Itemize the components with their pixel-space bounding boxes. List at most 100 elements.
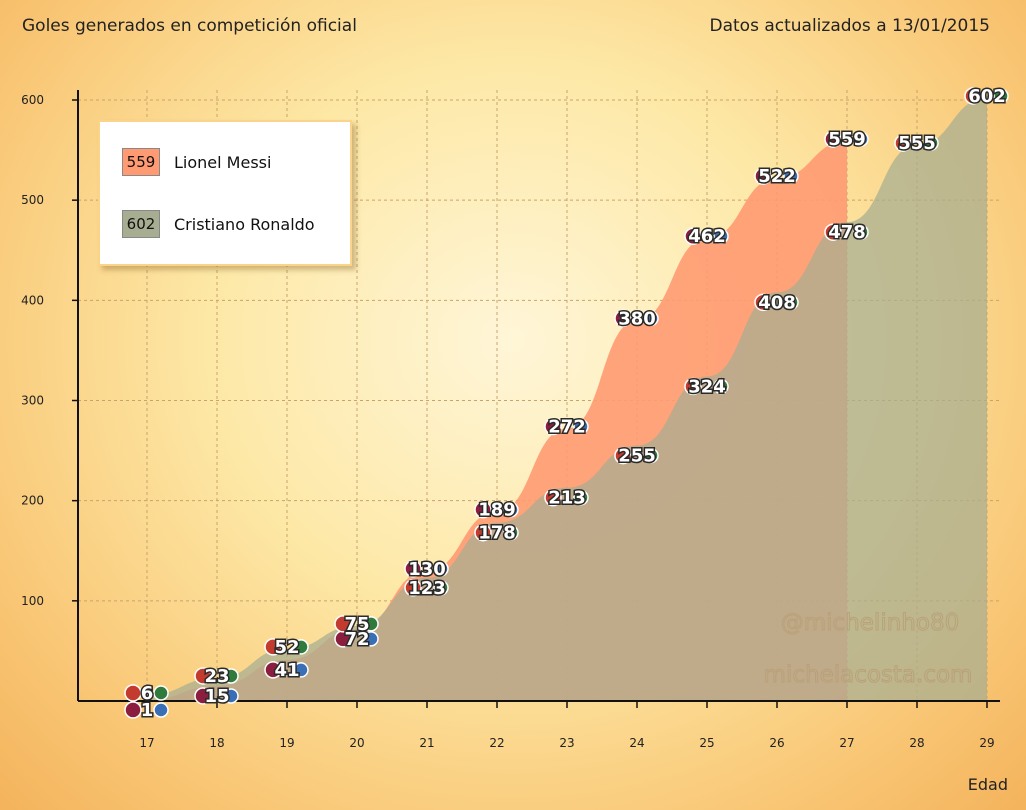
crest-right-icon xyxy=(853,131,869,147)
ronaldo-value-label: 602 xyxy=(968,86,1006,107)
legend-swatch-messi: 559 xyxy=(122,148,160,176)
crest-right-icon xyxy=(433,561,449,577)
crest-left-icon xyxy=(824,130,842,148)
messi-badge-icon xyxy=(544,417,589,436)
watermark-layer: @michelinho80 michelacosta.com xyxy=(763,610,973,689)
ronaldo-value-label: 478 xyxy=(828,222,866,243)
ronaldo-value-label: 178 xyxy=(478,523,516,544)
x-tick-label: 23 xyxy=(559,736,574,750)
crest-right-icon xyxy=(223,668,239,684)
crest-left-icon xyxy=(614,446,632,465)
ronaldo-badge-icon xyxy=(124,684,169,702)
crest-right-icon xyxy=(293,639,309,655)
crest-right-icon xyxy=(783,294,799,311)
messi-badge-icon xyxy=(614,309,659,328)
crest-right-icon xyxy=(713,378,729,395)
ronaldo-value-label: 6 xyxy=(141,683,154,704)
ronaldo-badge-icon xyxy=(894,134,939,152)
ronaldo-value-label: 324 xyxy=(688,376,726,397)
legend-swatch-ronaldo: 602 xyxy=(122,210,160,238)
watermark-site: michelacosta.com xyxy=(764,662,973,688)
ronaldo-value-label: 555 xyxy=(898,133,936,154)
messi-value-label: 1 xyxy=(141,700,154,721)
messi-value-label: 72 xyxy=(344,629,369,650)
y-tick-label: 400 xyxy=(21,293,44,307)
crest-left-icon xyxy=(754,167,772,185)
legend-item-ronaldo: 602 Cristiano Ronaldo xyxy=(122,210,315,238)
crest-left-icon xyxy=(404,579,422,597)
ronaldo-badge-icon xyxy=(684,377,729,396)
ronaldo-badge-icon xyxy=(544,488,589,507)
chart-title: Goles generados en competición oficial xyxy=(22,16,357,36)
x-tick-label: 20 xyxy=(349,736,364,750)
ronaldo-badge-icon xyxy=(754,293,799,312)
messi-value-label: 41 xyxy=(274,660,299,681)
ronaldo-badge-icon xyxy=(194,667,239,685)
area-ronaldo xyxy=(147,97,987,702)
crest-left-icon xyxy=(474,523,492,542)
messi-badge-icon xyxy=(824,130,869,148)
update-date-note: Datos actualizados a 13/01/2015 xyxy=(709,16,991,36)
crest-left-icon xyxy=(684,377,702,396)
x-tick-label: 26 xyxy=(769,736,784,750)
crest-right-icon xyxy=(993,88,1009,104)
ronaldo-value-label: 123 xyxy=(408,578,446,599)
ronaldo-badge-icon xyxy=(404,579,449,597)
crest-left-icon xyxy=(124,684,142,702)
crest-left-icon xyxy=(544,488,562,507)
crest-left-icon xyxy=(194,667,212,685)
x-tick-label: 17 xyxy=(139,736,154,750)
ronaldo-badge-icon xyxy=(334,615,379,633)
ronaldo-value-label: 255 xyxy=(618,446,656,467)
x-tick-label: 27 xyxy=(839,736,854,750)
crest-right-icon xyxy=(223,688,239,704)
crest-left-icon xyxy=(474,500,492,519)
ronaldo-badge-icon xyxy=(614,446,659,465)
y-tick-label: 600 xyxy=(21,93,44,107)
messi-value-label: 15 xyxy=(204,686,229,707)
crest-right-icon xyxy=(293,662,309,678)
crest-right-icon xyxy=(573,489,589,506)
legend-label-messi: Lionel Messi xyxy=(174,152,272,172)
crest-left-icon xyxy=(544,417,562,436)
marker-layer xyxy=(124,87,1009,719)
messi-badge-icon xyxy=(404,560,449,578)
messi-value-label: 380 xyxy=(618,308,656,329)
x-tick-label: 22 xyxy=(489,736,504,750)
crest-left-icon xyxy=(614,309,632,328)
axes-layer: 100 200 300 400 500 600 17 18 19 20 21 22 23 24 25 26 27… xyxy=(21,90,1000,750)
x-axis-label: Edad xyxy=(968,775,1008,794)
x-tick-label: 18 xyxy=(209,736,224,750)
crest-right-icon xyxy=(503,501,519,518)
legend-label-ronaldo: Cristiano Ronaldo xyxy=(174,214,315,234)
messi-badge-icon xyxy=(474,500,519,519)
crest-right-icon xyxy=(853,224,869,240)
crest-right-icon xyxy=(713,228,729,244)
crest-right-icon xyxy=(153,702,169,718)
x-tick-label: 21 xyxy=(419,736,434,750)
messi-value-label: 130 xyxy=(408,559,446,580)
area-layer xyxy=(147,97,987,702)
y-tick-label: 300 xyxy=(21,394,44,408)
x-tick-label: 19 xyxy=(279,736,294,750)
y-tick-label: 200 xyxy=(21,494,44,508)
crest-left-icon xyxy=(754,293,772,312)
messi-value-label: 522 xyxy=(758,166,796,187)
crest-left-icon xyxy=(264,661,282,679)
crest-right-icon xyxy=(363,631,379,647)
legend-item-messi: 559 Lionel Messi xyxy=(122,148,271,176)
ronaldo-badge-icon xyxy=(264,638,309,656)
ronaldo-badge-icon xyxy=(964,87,1009,105)
messi-value-label: 189 xyxy=(478,500,516,521)
ronaldo-value-label: 23 xyxy=(204,666,229,687)
x-tick-label: 28 xyxy=(909,736,924,750)
x-tick-label: 24 xyxy=(629,736,644,750)
y-tick-label: 100 xyxy=(21,594,44,608)
messi-badge-icon xyxy=(754,167,799,185)
crest-left-icon xyxy=(334,615,352,633)
watermark-handle: @michelinho80 xyxy=(781,610,959,636)
ronaldo-badge-icon xyxy=(824,223,869,241)
messi-badge-icon xyxy=(684,227,729,245)
